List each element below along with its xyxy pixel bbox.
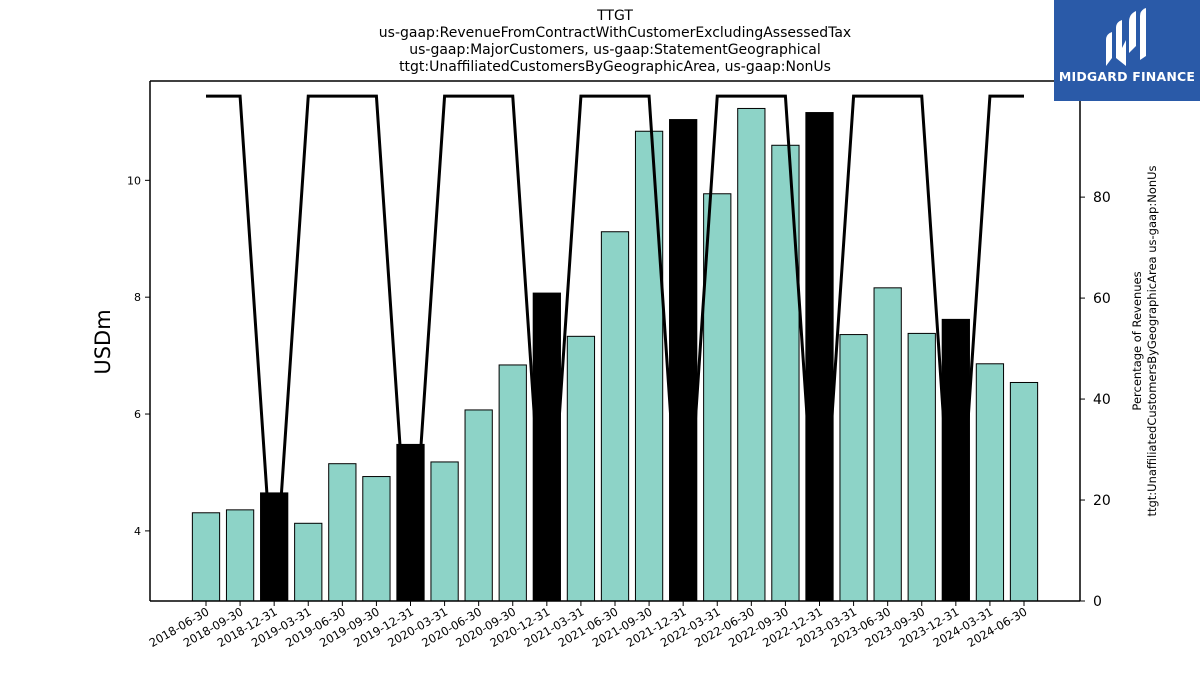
right-tick-label: 20 [1093,493,1111,509]
right-axis-ticks: 020406080100 [1080,89,1120,610]
bar [362,476,391,602]
title-line: ttgt:UnaffiliatedCustomersByGeographicAr… [399,59,831,75]
right-tick-label: 80 [1093,190,1111,206]
bar-series [191,107,1039,602]
bar [634,130,664,602]
bar [566,335,596,602]
left-tick-label: 6 [134,408,141,421]
logo-mark-icon [1106,8,1146,66]
bar [669,119,698,602]
x-axis-ticks: 2018-06-302018-09-302018-12-312019-03-31… [147,601,1030,650]
bar [191,512,221,602]
y2-label-line: ttgt:UnaffiliatedCustomersByGeographicAr… [1145,165,1159,516]
bar [907,332,936,602]
bar [328,463,357,602]
bar [873,287,902,602]
bar [975,363,1005,602]
left-tick-label: 10 [127,174,141,187]
title-line: us-gaap:MajorCustomers, us-gaap:Statemen… [409,42,821,58]
bar [464,409,493,602]
left-tick-label: 4 [134,525,141,538]
bar [771,144,800,602]
bar [294,522,323,602]
left-tick-label: 8 [134,291,141,304]
bar [839,334,868,602]
left-axis-ticks: 4 6 8 10 [127,174,150,538]
percentage-line [206,94,1024,602]
bar [225,509,255,602]
bar [600,231,630,602]
bar [1009,381,1039,602]
chart-title: TTGTus-gaap:RevenueFromContractWithCusto… [379,8,851,75]
bar [737,107,766,602]
bar [703,193,732,602]
title-line: TTGT [596,8,633,24]
brand-logo: MIDGARD FINANCE [1054,0,1200,101]
title-line: us-gaap:RevenueFromContractWithCustomerE… [379,25,851,41]
right-tick-label: 0 [1093,594,1102,610]
right-tick-label: 60 [1093,291,1111,307]
bar [430,461,459,602]
y2-label-line: Percentage of Revenues [1130,271,1144,410]
y2-axis-label: Percentage of Revenues ttgt:UnaffiliatedC… [1130,165,1159,516]
y-axis-label: USDm [91,309,115,374]
line-series [206,94,1024,602]
right-tick-label: 40 [1093,392,1111,408]
bar [805,112,834,602]
bar [498,364,527,602]
logo-text: MIDGARD FINANCE [1058,69,1196,84]
